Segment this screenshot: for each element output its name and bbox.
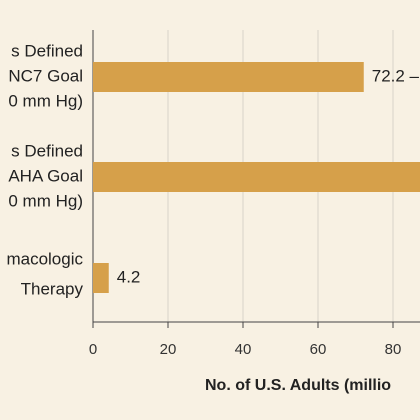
bar [93, 162, 420, 192]
y-tick-label: 0 mm Hg) [8, 191, 83, 210]
y-tick-label: Therapy [21, 279, 84, 298]
bar [93, 263, 109, 293]
x-tick-label: 0 [89, 341, 97, 358]
x-tick-label: 20 [160, 341, 177, 358]
x-tick-label: 40 [235, 341, 252, 358]
value-label: 4.2 [117, 267, 141, 286]
bar [93, 62, 364, 92]
y-tick-label: s Defined [11, 41, 83, 60]
x-tick-label: 80 [385, 341, 402, 358]
x-axis-title: No. of U.S. Adults (millio [205, 377, 391, 394]
y-tick-label: s Defined [11, 141, 83, 160]
y-tick-label: NC7 Goal [8, 66, 83, 85]
y-tick-label: AHA Goal [8, 166, 83, 185]
value-label: 72.2 – [372, 66, 420, 85]
y-tick-label: macologic [6, 249, 83, 268]
x-tick-label: 60 [310, 341, 327, 358]
y-tick-label: 0 mm Hg) [8, 91, 83, 110]
